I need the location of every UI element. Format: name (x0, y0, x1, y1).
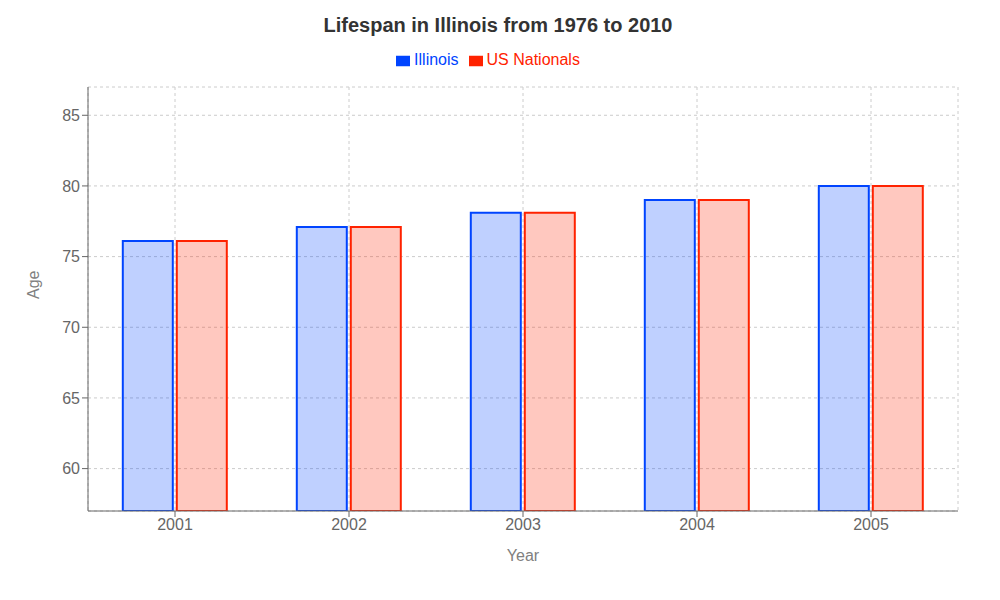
svg-text:75: 75 (62, 248, 80, 265)
svg-text:80: 80 (62, 178, 80, 195)
svg-text:70: 70 (62, 319, 80, 336)
svg-text:2001: 2001 (157, 516, 193, 533)
html-text:Lifespan in Illinois from 1976: Lifespan in Illinois from 1976 to 2010 (323, 14, 673, 36)
svg-text:2005: 2005 (853, 516, 889, 533)
svg-text:60: 60 (62, 460, 80, 477)
svg-text:65: 65 (62, 390, 80, 407)
svg-text:2002: 2002 (331, 516, 367, 533)
html-text:US Nationals: US Nationals (486, 51, 580, 68)
svg-text:Year: Year (507, 547, 540, 564)
svg-text:2003: 2003 (505, 516, 541, 533)
svg-text:2004: 2004 (679, 516, 715, 533)
html-text:Illinois: Illinois (414, 51, 459, 68)
svg-text:Age: Age (25, 270, 42, 299)
svg-text:85: 85 (62, 107, 80, 124)
